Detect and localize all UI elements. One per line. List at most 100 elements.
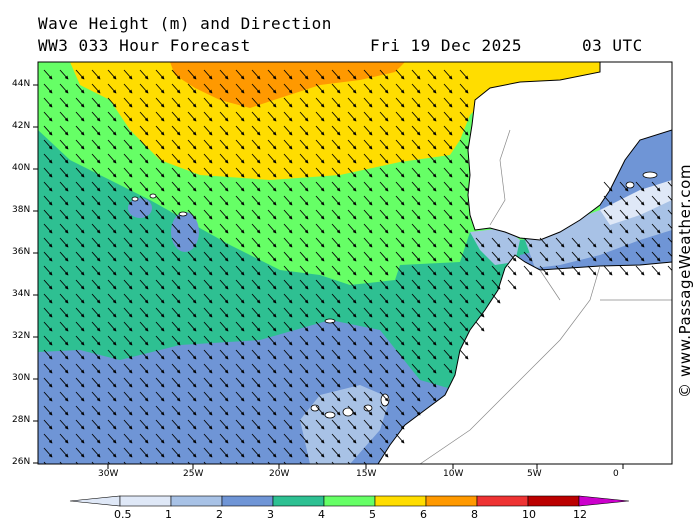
wave-arrow xyxy=(59,111,69,122)
wave-arrow xyxy=(539,265,549,276)
wave-arrow xyxy=(267,335,277,346)
wave-arrow xyxy=(139,419,149,430)
wave-arrow xyxy=(443,321,453,332)
wave-arrow xyxy=(43,139,53,150)
wave-arrow xyxy=(155,419,165,430)
wave-arrow xyxy=(331,209,341,220)
wave-arrow xyxy=(251,279,261,290)
wave-arrow xyxy=(75,405,85,416)
wave-arrow xyxy=(619,265,629,276)
wave-arrow xyxy=(251,97,261,108)
wave-arrow xyxy=(123,377,133,388)
wave-arrow xyxy=(539,251,549,262)
wave-arrow xyxy=(299,209,309,220)
wave-arrow xyxy=(411,69,421,80)
wave-band-1-2m-azores-west xyxy=(128,198,152,218)
wave-arrow xyxy=(235,237,245,248)
wave-arrow xyxy=(459,97,469,108)
wave-arrow xyxy=(187,83,197,94)
wave-arrow xyxy=(427,335,437,346)
wave-arrow xyxy=(379,279,389,290)
wave-arrow xyxy=(219,349,229,360)
wave-arrow xyxy=(251,139,261,150)
wave-arrow xyxy=(219,139,229,150)
wave-arrow xyxy=(91,195,101,206)
wave-arrow xyxy=(219,419,229,430)
wave-arrow xyxy=(283,209,293,220)
wave-arrow xyxy=(267,153,277,164)
wave-arrow xyxy=(603,223,613,234)
wave-arrow xyxy=(315,447,325,458)
wave-arrow xyxy=(363,335,373,346)
wave-arrow xyxy=(363,405,373,416)
wave-arrow xyxy=(251,447,261,458)
wave-arrow xyxy=(107,125,117,136)
wave-arrow xyxy=(219,279,229,290)
wave-arrow xyxy=(59,139,69,150)
wave-arrow xyxy=(267,279,277,290)
wave-arrow xyxy=(459,139,469,150)
wave-arrow xyxy=(107,97,117,108)
wave-arrow xyxy=(283,307,293,318)
wave-arrow xyxy=(187,181,197,192)
wave-arrow xyxy=(251,69,261,80)
wave-arrow xyxy=(203,307,213,318)
lon-label: 5W xyxy=(527,469,542,479)
wave-arrow xyxy=(299,405,309,416)
wave-arrow xyxy=(587,265,597,276)
wave-arrow xyxy=(299,111,309,122)
colorbar-high-triangle xyxy=(578,495,630,507)
wave-arrow xyxy=(315,125,325,136)
wave-arrow xyxy=(443,237,453,248)
wave-arrow xyxy=(443,139,453,150)
wave-arrow xyxy=(427,265,437,276)
wave-arrow xyxy=(139,181,149,192)
wave-arrow xyxy=(219,335,229,346)
wave-arrow xyxy=(379,125,389,136)
wave-arrow xyxy=(139,307,149,318)
wave-arrow xyxy=(139,223,149,234)
colorbar-label: 2 xyxy=(216,508,223,521)
wave-arrow xyxy=(299,363,309,374)
wave-arrow xyxy=(139,251,149,262)
wave-arrow xyxy=(43,83,53,94)
wave-arrow xyxy=(235,335,245,346)
wave-arrow xyxy=(187,447,197,458)
wave-arrow xyxy=(107,181,117,192)
wave-arrow xyxy=(75,391,85,402)
wave-arrow xyxy=(283,125,293,136)
wave-arrow xyxy=(411,237,421,248)
wave-arrow xyxy=(363,111,373,122)
wave-arrow xyxy=(475,265,485,276)
wave-arrow xyxy=(235,251,245,262)
wave-arrow xyxy=(155,307,165,318)
wave-arrow xyxy=(283,251,293,262)
wave-arrow xyxy=(427,83,437,94)
wave-arrow xyxy=(139,335,149,346)
wave-arrow xyxy=(171,125,181,136)
wave-arrow xyxy=(411,209,421,220)
wave-arrow xyxy=(219,97,229,108)
wave-arrow xyxy=(299,377,309,388)
wave-arrow xyxy=(315,265,325,276)
wave-arrow xyxy=(315,321,325,332)
wave-arrow xyxy=(555,237,565,248)
wave-arrow xyxy=(75,293,85,304)
wave-arrow xyxy=(187,279,197,290)
wave-arrow xyxy=(299,279,309,290)
wave-arrow xyxy=(91,167,101,178)
wave-arrow xyxy=(203,279,213,290)
wave-arrow xyxy=(107,265,117,276)
wave-arrow xyxy=(219,265,229,276)
wave-arrow xyxy=(347,195,357,206)
wave-arrow xyxy=(379,447,389,458)
wave-arrow xyxy=(107,433,117,444)
wave-arrow xyxy=(331,307,341,318)
wave-arrow xyxy=(171,83,181,94)
wave-arrow xyxy=(315,433,325,444)
wave-arrow xyxy=(123,391,133,402)
colorbar-label: 5 xyxy=(369,508,376,521)
wave-arrow xyxy=(59,237,69,248)
wave-arrow xyxy=(395,391,405,402)
wave-arrow xyxy=(219,111,229,122)
